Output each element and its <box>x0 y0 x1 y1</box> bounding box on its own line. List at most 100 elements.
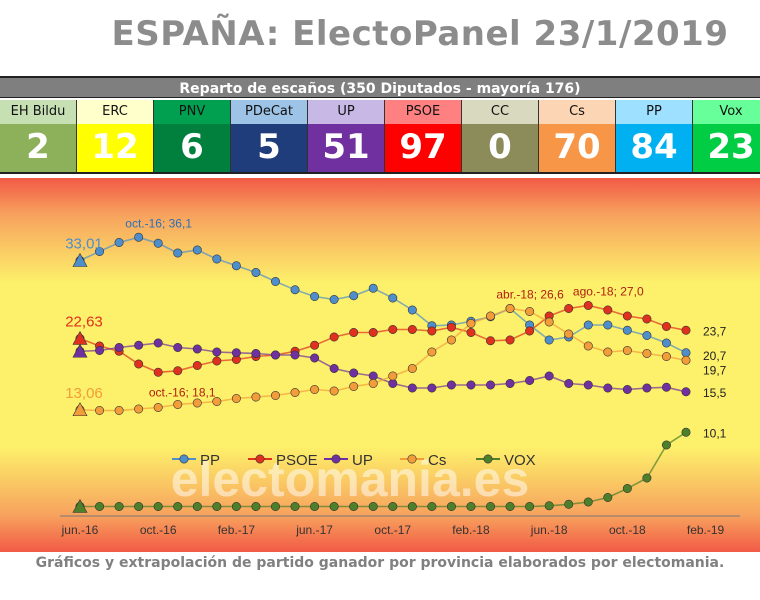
data-point <box>95 247 105 257</box>
data-point <box>310 340 320 350</box>
party-seat-count: 2 <box>0 124 76 172</box>
party-seat-count: 5 <box>231 124 307 172</box>
data-point <box>310 292 320 302</box>
data-point <box>622 346 632 356</box>
data-point <box>388 325 398 335</box>
data-point <box>349 382 359 392</box>
party-name: CC <box>462 100 538 124</box>
party-seat-count: 0 <box>462 124 538 172</box>
x-tick-labels: jun.-16 oct.-16 feb.-17 jun.-17 oct.-17 feb.-… <box>61 523 725 537</box>
data-point <box>310 353 320 363</box>
legend-item-up: UP <box>324 452 373 469</box>
data-point <box>603 383 613 393</box>
data-point <box>544 335 554 345</box>
start-marker <box>72 343 88 358</box>
data-point <box>368 371 378 381</box>
party-seat-count: 97 <box>385 124 461 172</box>
data-point <box>95 406 105 416</box>
data-point <box>290 388 300 398</box>
party-name: UP <box>308 100 384 124</box>
data-point <box>270 277 280 287</box>
party-name: PDeCat <box>231 100 307 124</box>
data-point <box>212 397 222 407</box>
data-point <box>661 382 671 392</box>
data-point <box>114 343 124 353</box>
data-point <box>681 387 691 397</box>
party-vox: Vox 23 <box>693 100 760 172</box>
data-point <box>407 325 417 335</box>
data-point <box>486 501 496 511</box>
data-point <box>388 379 398 389</box>
party-psoe: PSOE 97 <box>385 100 462 172</box>
data-point <box>114 237 124 247</box>
party-seat-count: 23 <box>693 124 760 172</box>
data-point <box>486 380 496 390</box>
data-point <box>95 501 105 511</box>
end-value-label: 19,7 <box>703 363 727 377</box>
data-point <box>544 371 554 381</box>
data-point <box>446 380 456 390</box>
data-point <box>603 492 613 502</box>
data-point <box>134 359 144 369</box>
data-point <box>173 366 183 376</box>
data-point <box>622 483 632 493</box>
data-point <box>114 501 124 511</box>
data-point <box>95 346 105 356</box>
data-point <box>310 385 320 395</box>
data-point <box>681 427 691 437</box>
legend-label: PP <box>200 452 220 469</box>
poll-chart: electomania.es jun.-16 oct.-16 feb.-17 jun.… <box>0 178 760 552</box>
party-name: PNV <box>154 100 230 124</box>
party-name: ERC <box>77 100 153 124</box>
data-point <box>525 326 535 336</box>
data-point <box>251 501 261 511</box>
data-point <box>661 322 671 332</box>
data-point <box>368 328 378 338</box>
data-point <box>173 501 183 511</box>
x-tick-label: jun.-16 <box>61 523 99 537</box>
party-seat-count: 84 <box>616 124 692 172</box>
data-point <box>407 364 417 374</box>
party-name: PSOE <box>385 100 461 124</box>
party-pdecat: PDeCat 5 <box>231 100 308 172</box>
x-tick-label: jun.-17 <box>295 523 333 537</box>
data-point <box>251 268 261 278</box>
legend-swatch-dot <box>483 454 493 464</box>
data-point <box>544 317 554 327</box>
data-point <box>427 383 437 393</box>
data-point <box>173 343 183 353</box>
data-point <box>466 501 476 511</box>
legend-item-pp: PP <box>172 452 220 469</box>
data-point <box>251 392 261 402</box>
data-point <box>329 386 339 396</box>
data-point <box>505 501 515 511</box>
data-point <box>212 356 222 366</box>
data-point <box>212 254 222 264</box>
legend-swatch-dot <box>407 454 417 464</box>
legend-item-psoe: PSOE <box>248 452 318 469</box>
data-point <box>349 501 359 511</box>
x-tick-label: oct.-16 <box>140 523 177 537</box>
legend-swatch-dot <box>179 454 189 464</box>
start-marker <box>72 498 88 513</box>
data-point <box>681 355 691 365</box>
end-value-label: 10,1 <box>703 426 727 440</box>
legend-swatch-dot <box>331 454 341 464</box>
data-point <box>505 335 515 345</box>
data-point <box>583 497 593 507</box>
x-tick-label: feb.-17 <box>218 523 256 537</box>
data-point <box>525 501 535 511</box>
data-point <box>525 307 535 317</box>
party-seat-count: 12 <box>77 124 153 172</box>
data-point <box>212 501 222 511</box>
data-point <box>231 501 241 511</box>
party-name: Cs <box>539 100 615 124</box>
data-point <box>446 322 456 332</box>
data-point <box>486 311 496 321</box>
data-point <box>446 335 456 345</box>
data-point <box>153 403 163 413</box>
legend-label: Cs <box>428 452 446 469</box>
end-value-label: 15,5 <box>703 386 727 400</box>
data-point <box>505 304 515 314</box>
legend-swatch-dot <box>255 454 265 464</box>
